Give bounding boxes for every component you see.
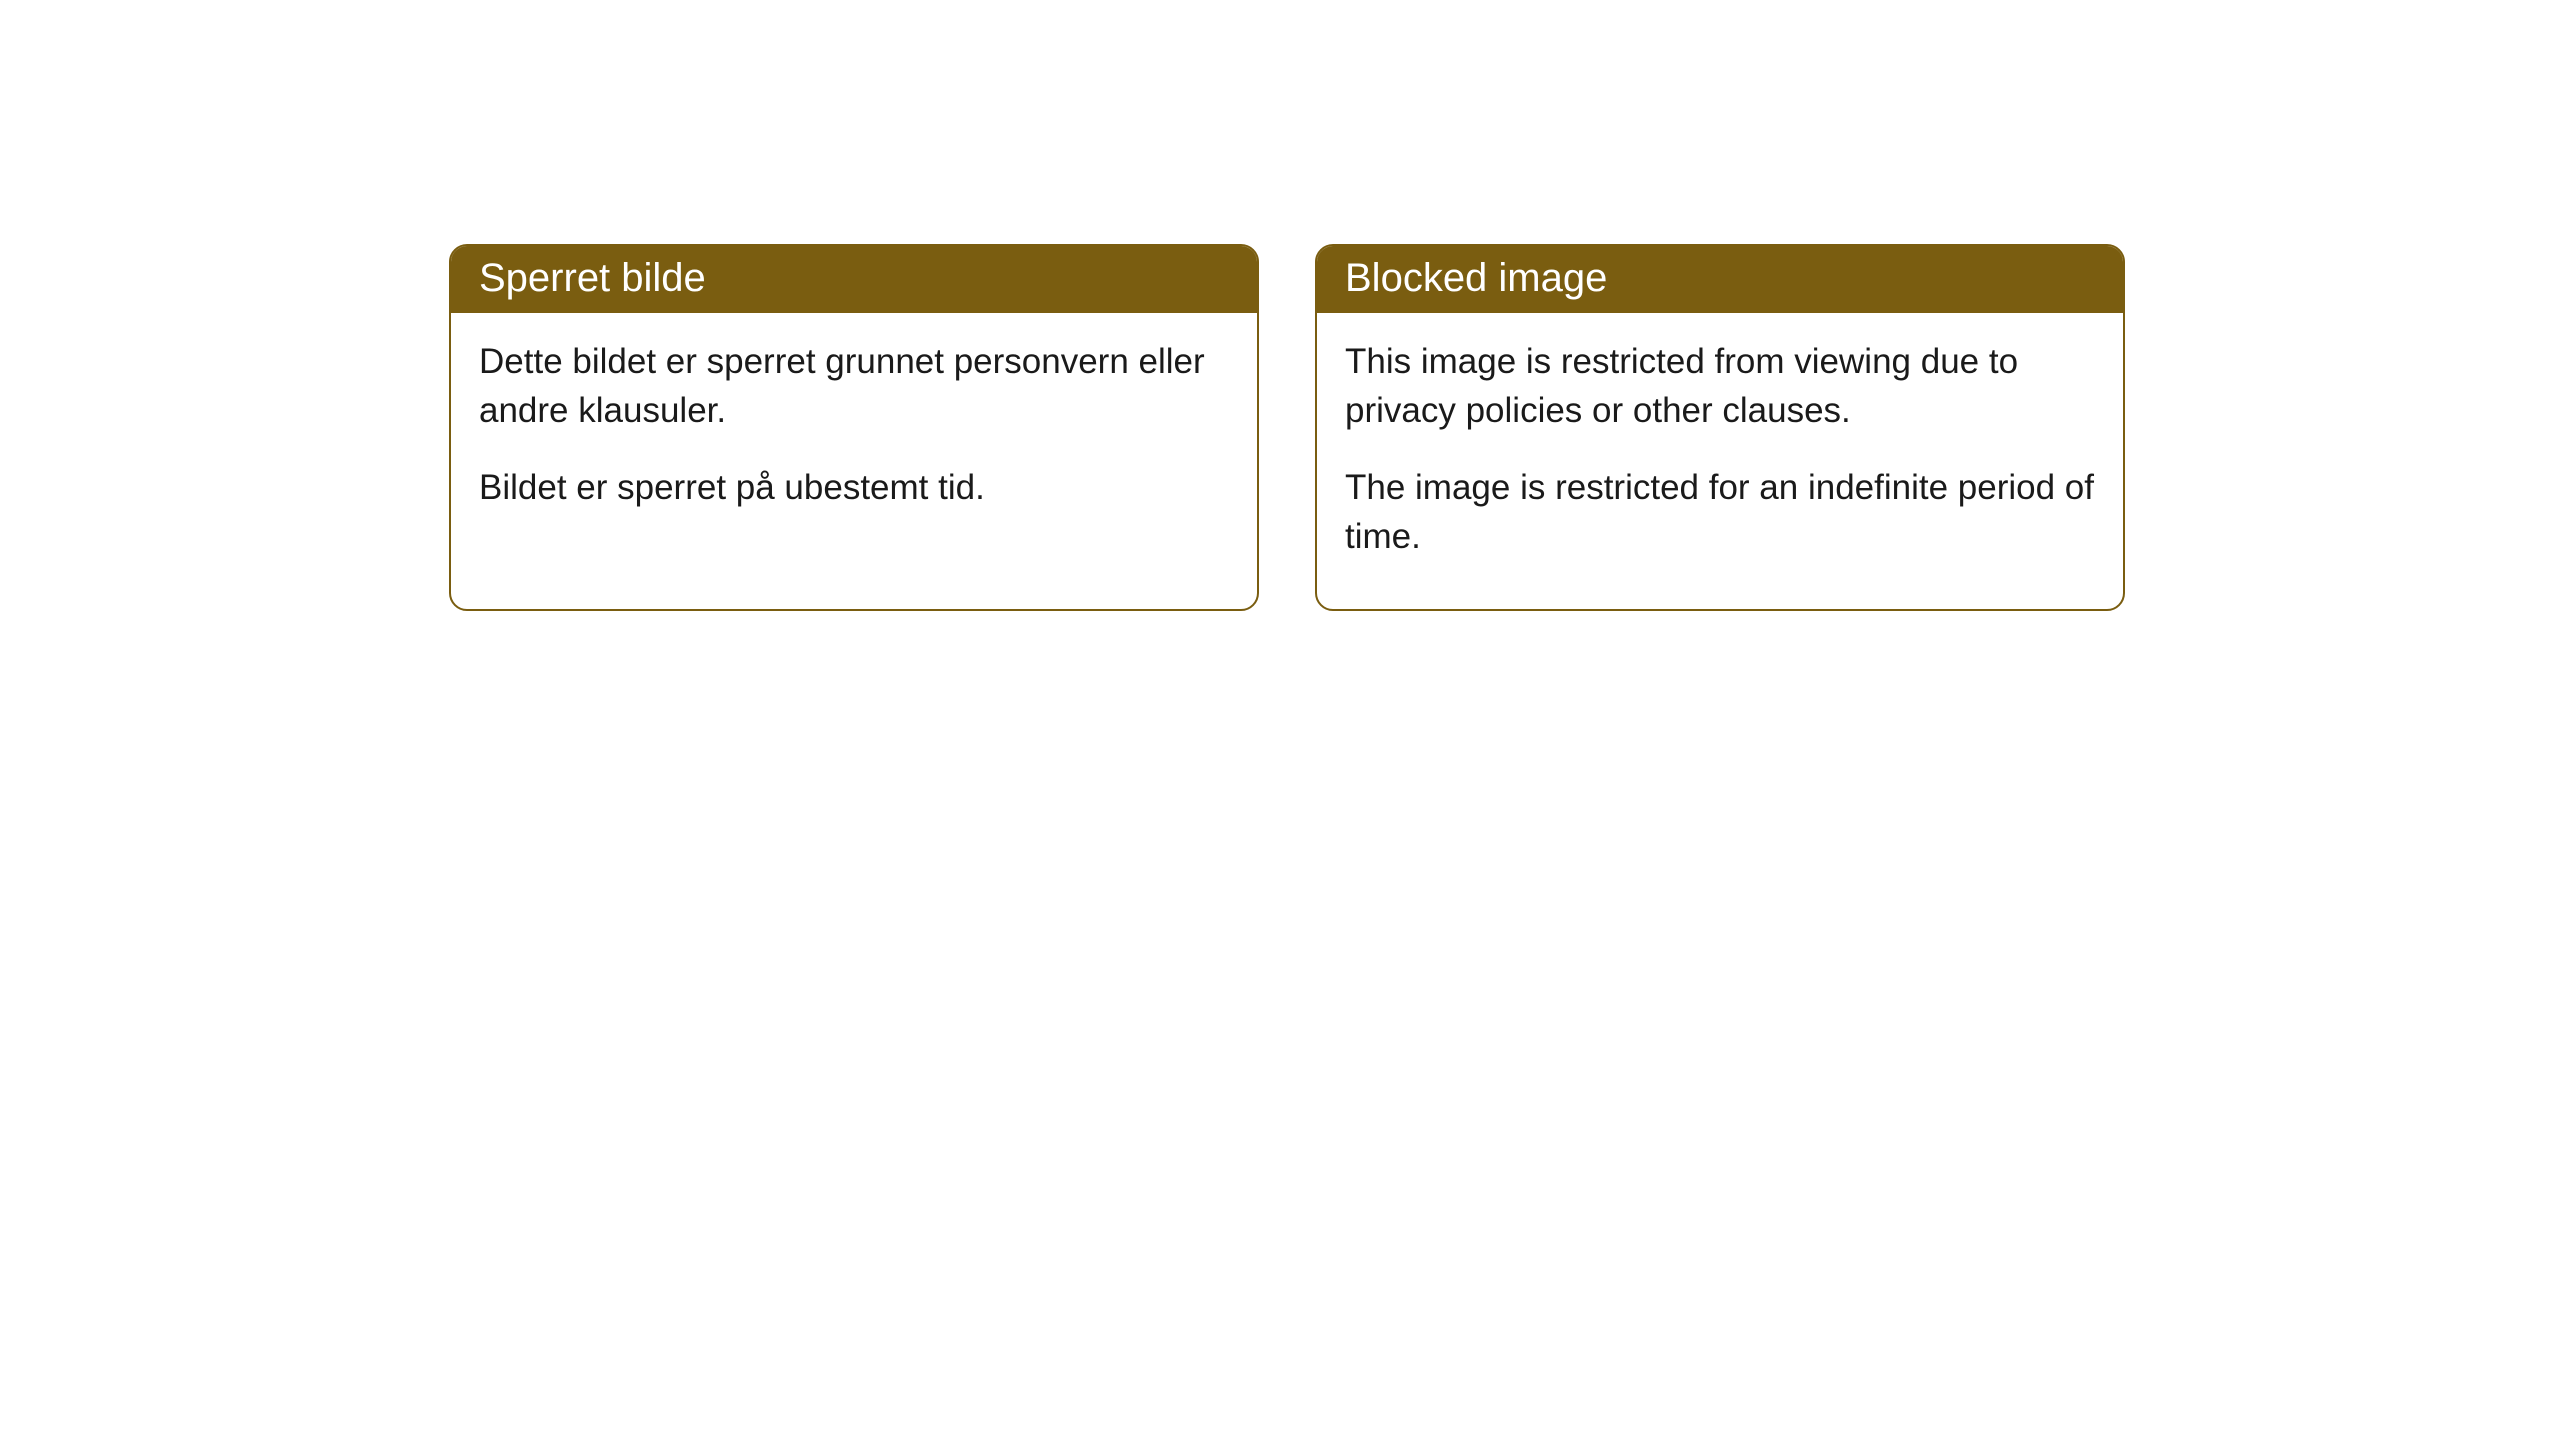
card-body: This image is restricted from viewing du…: [1317, 313, 2123, 609]
card-paragraph: Dette bildet er sperret grunnet personve…: [479, 337, 1229, 435]
card-paragraph: The image is restricted for an indefinit…: [1345, 463, 2095, 561]
card-title: Sperret bilde: [479, 256, 706, 300]
card-paragraph: Bildet er sperret på ubestemt tid.: [479, 463, 1229, 512]
notice-cards-container: Sperret bilde Dette bildet er sperret gr…: [449, 244, 2125, 611]
card-paragraph: This image is restricted from viewing du…: [1345, 337, 2095, 435]
notice-card-norwegian: Sperret bilde Dette bildet er sperret gr…: [449, 244, 1259, 611]
notice-card-english: Blocked image This image is restricted f…: [1315, 244, 2125, 611]
card-header: Sperret bilde: [451, 246, 1257, 313]
card-title: Blocked image: [1345, 256, 1607, 300]
card-body: Dette bildet er sperret grunnet personve…: [451, 313, 1257, 560]
card-header: Blocked image: [1317, 246, 2123, 313]
